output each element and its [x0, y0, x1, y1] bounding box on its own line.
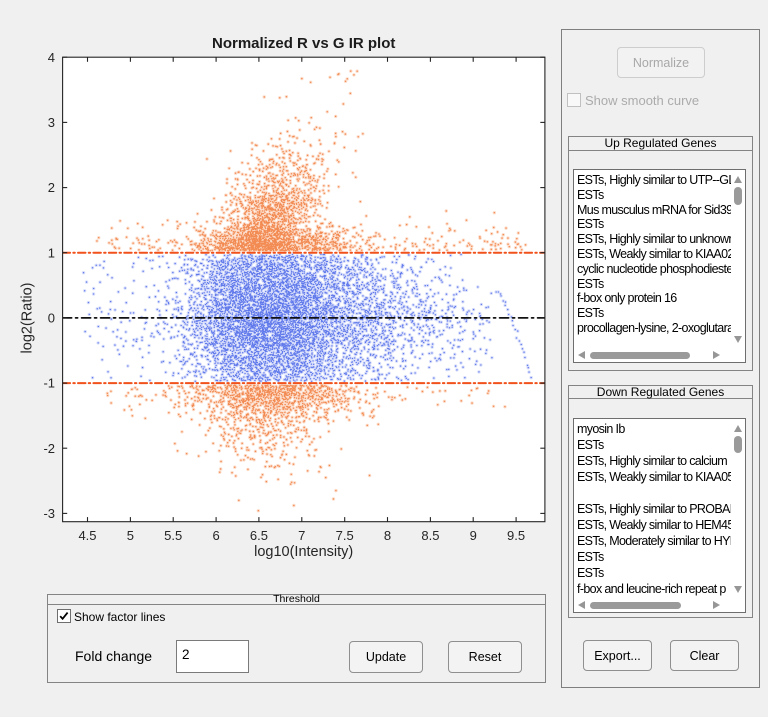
svg-text:9.5: 9.5: [507, 528, 525, 543]
svg-text:log10(Intensity): log10(Intensity): [254, 544, 353, 560]
svg-text:-3: -3: [43, 506, 55, 521]
svg-text:6.5: 6.5: [250, 528, 268, 543]
svg-text:2: 2: [48, 180, 55, 195]
svg-text:8: 8: [384, 528, 391, 543]
svg-text:5.5: 5.5: [164, 528, 182, 543]
svg-text:1: 1: [48, 245, 55, 260]
svg-text:-2: -2: [43, 441, 55, 456]
svg-text:4.5: 4.5: [78, 528, 96, 543]
svg-text:7.5: 7.5: [336, 528, 354, 543]
svg-text:-1: -1: [43, 376, 55, 391]
svg-text:4: 4: [48, 50, 55, 65]
svg-text:3: 3: [48, 115, 55, 130]
svg-text:5: 5: [127, 528, 134, 543]
svg-text:8.5: 8.5: [421, 528, 439, 543]
svg-text:7: 7: [298, 528, 305, 543]
svg-text:Normalized R vs G IR plot: Normalized R vs G IR plot: [212, 35, 395, 52]
svg-text:log2(Ratio): log2(Ratio): [20, 283, 36, 354]
svg-text:9: 9: [470, 528, 477, 543]
svg-text:0: 0: [48, 311, 55, 326]
svg-text:6: 6: [212, 528, 219, 543]
